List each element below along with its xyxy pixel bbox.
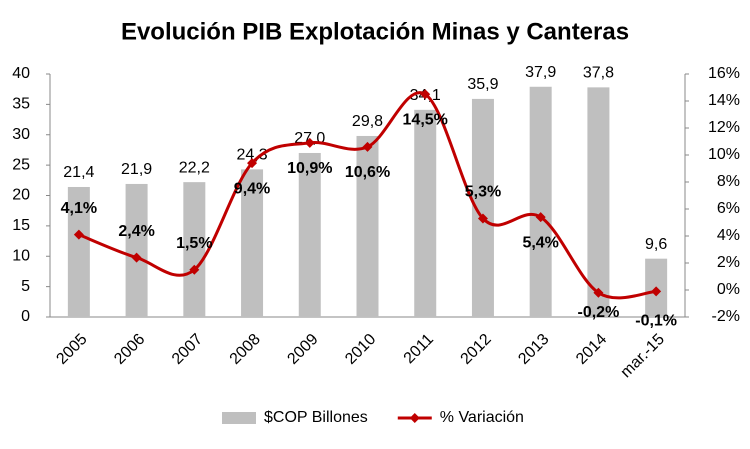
bar (125, 183, 148, 317)
x-tick-label: 2012 (458, 331, 495, 368)
bar-value-label: 22,2 (179, 159, 210, 176)
line-value-label: 1,5% (176, 235, 212, 252)
marker (420, 89, 431, 100)
y2-tick-label: 8% (717, 173, 740, 190)
y-tick-label: 0 (21, 308, 30, 325)
legend-label: % Variación (440, 409, 524, 426)
line-value-label: 5,3% (465, 184, 501, 201)
bar-value-label: 21,4 (63, 164, 94, 181)
bar-value-label: 37,9 (525, 64, 556, 81)
y-tick-label: 10 (12, 247, 30, 264)
line-value-label: 2,4% (118, 223, 154, 240)
x-tick-label: 2011 (401, 331, 437, 367)
marker (131, 252, 142, 263)
y-tick-label: 25 (12, 156, 30, 173)
marker (247, 158, 258, 169)
y2-tick-label: 2% (717, 254, 740, 271)
bar-value-label: 37,8 (583, 65, 614, 82)
bar (529, 86, 552, 317)
line-value-label: 10,9% (287, 160, 332, 177)
bar (298, 152, 321, 317)
y2-tick-label: 12% (708, 119, 740, 136)
y2-tick-label: 0% (717, 281, 740, 298)
line-value-label: -0,2% (578, 304, 620, 321)
bar-value-label: 29,8 (352, 113, 383, 130)
bar (471, 98, 494, 317)
y-tick-label: 5 (21, 278, 30, 295)
x-tick-label: 2009 (284, 331, 321, 368)
bar (587, 87, 610, 318)
chart-title: Evolución PIB Explotación Minas y Canter… (121, 18, 629, 45)
line-value-label: 10,6% (345, 164, 390, 181)
y-tick-label: 15 (12, 217, 30, 234)
bar (241, 169, 264, 317)
y2-tick-label: 14% (708, 92, 740, 109)
x-tick-label: 2005 (53, 331, 90, 368)
y2-tick-label: 4% (717, 227, 740, 244)
marker (651, 286, 662, 297)
legend-label: $COP Billones (264, 409, 368, 426)
marker (73, 229, 84, 240)
bar (183, 182, 206, 317)
y2-tick-label: 10% (708, 146, 740, 163)
line-value-label: -0,1% (635, 313, 677, 330)
x-tick-label: 2010 (342, 331, 379, 368)
bar-value-label: 9,6 (645, 236, 667, 253)
y2-tick-label: 6% (717, 200, 740, 217)
marker (535, 212, 546, 223)
x-tick-label: 2006 (111, 331, 148, 368)
legend-swatch (409, 413, 420, 423)
bar-value-label: 24,3 (236, 147, 267, 164)
marker (362, 141, 373, 152)
x-tick-label: 2013 (515, 331, 552, 368)
x-tick-label: 2014 (573, 331, 610, 368)
x-tick-label: mar.-15 (618, 331, 668, 381)
line-value-label: 14,5% (403, 111, 448, 128)
legend-swatch (222, 412, 256, 424)
bar-value-label: 35,9 (467, 76, 498, 93)
y-tick-label: 40 (12, 65, 30, 82)
y2-tick-label: 16% (708, 65, 740, 82)
y-tick-label: 35 (12, 96, 30, 113)
bar (414, 109, 437, 317)
marker (477, 213, 488, 224)
bar (67, 186, 90, 317)
bar (356, 135, 379, 317)
x-tick-label: 2007 (169, 331, 206, 368)
y2-tick-label: -2% (712, 308, 740, 325)
y-tick-label: 30 (12, 126, 30, 143)
marker (189, 264, 200, 275)
y-tick-label: 20 (12, 187, 30, 204)
line-value-label: 5,4% (522, 234, 558, 251)
line-value-label: 9,4% (234, 180, 270, 197)
marker (593, 287, 604, 298)
line-value-label: 4,1% (61, 200, 97, 217)
marker (304, 137, 315, 148)
bar-value-label: 21,9 (121, 161, 152, 178)
x-tick-label: 2008 (227, 331, 264, 368)
